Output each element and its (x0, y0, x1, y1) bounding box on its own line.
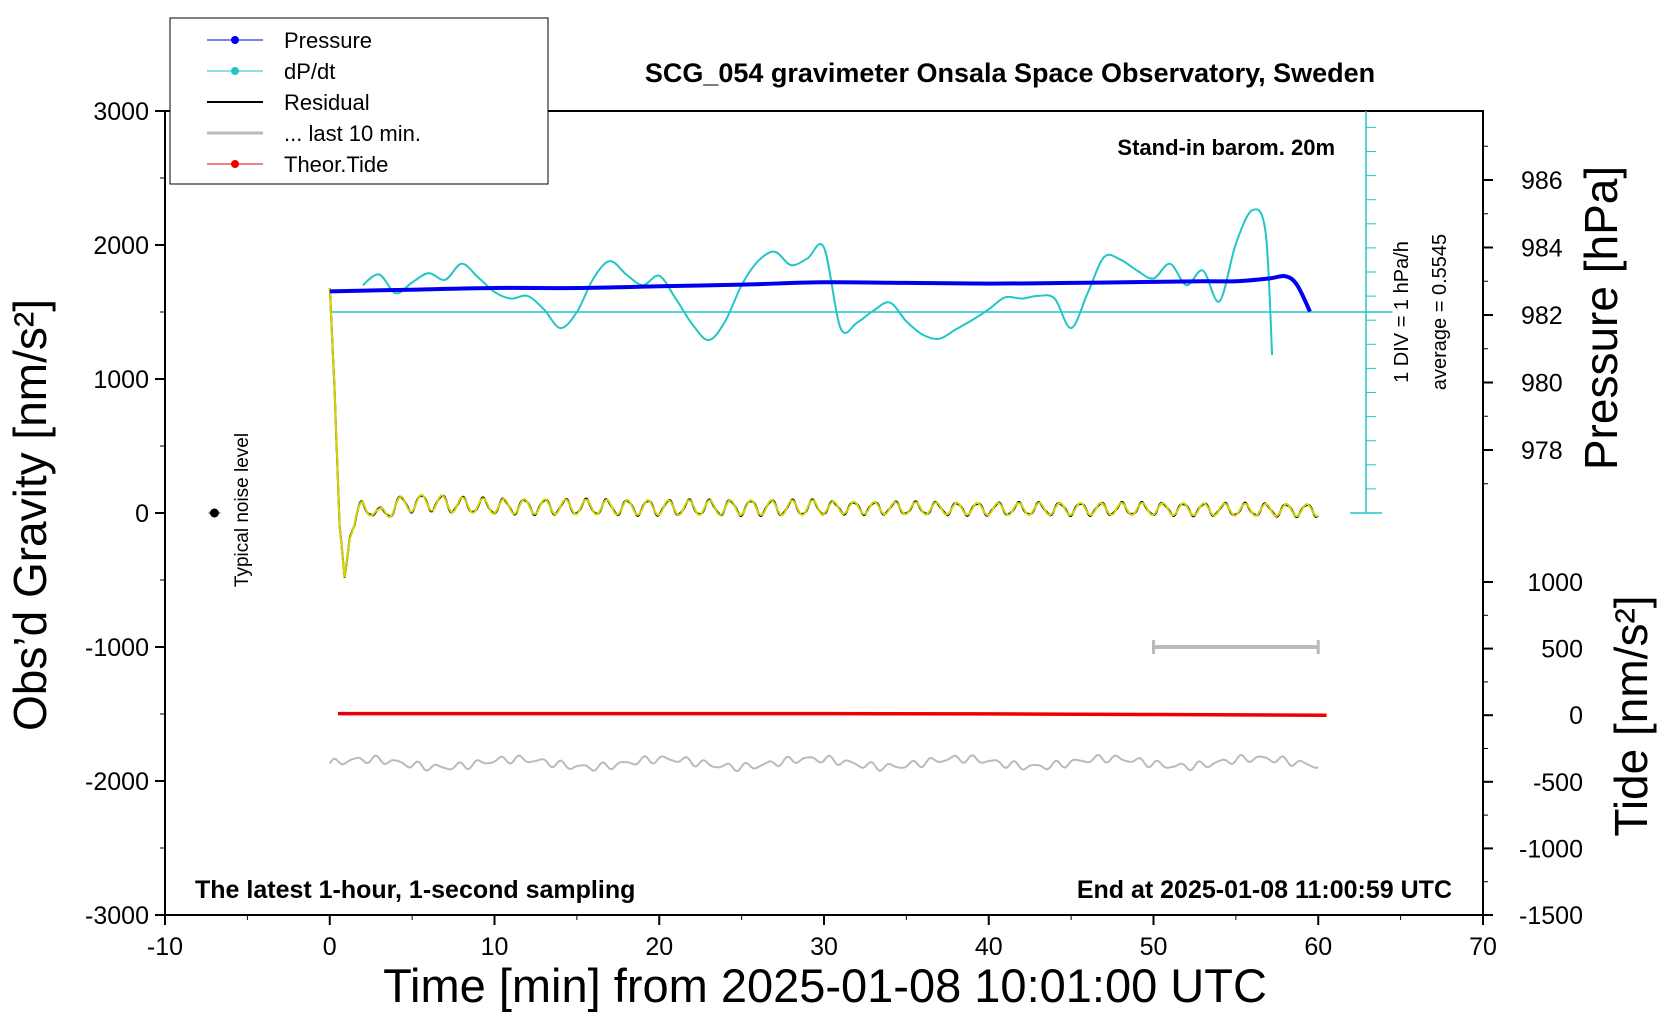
latest-label: The latest 1-hour, 1-second sampling (195, 876, 635, 904)
x-tick-label: 60 (1304, 933, 1332, 961)
x-tick-label: 50 (1140, 933, 1168, 961)
y-tick-label: 3000 (93, 98, 149, 126)
tide-tick-label: -1500 (1519, 902, 1583, 930)
y-tick-label: 0 (135, 500, 149, 528)
pressure-tick-label: 986 (1521, 167, 1563, 195)
pressure-tick-label: 982 (1521, 302, 1563, 330)
legend-dpdt-label: dP/dt (284, 59, 335, 84)
legend-last10-label: ... last 10 min. (284, 121, 421, 146)
noise-label: Typical noise level (232, 433, 253, 587)
y-axis-label-tide: Tide [nm/s²] (1605, 595, 1657, 836)
div-label: 1 DIV = 1 hPa/h (1391, 241, 1413, 383)
x-tick-label: 0 (323, 933, 337, 961)
ticks: -10 0 10 20 30 40 50 60 70 3000 2000 1000 0 -1000 -200… (85, 98, 1583, 961)
tide-tick-label: -500 (1533, 769, 1583, 797)
y-axis-label-pressure: Pressure [hPa] (1575, 166, 1627, 470)
legend-pressure-label: Pressure (284, 28, 372, 53)
average-label: average = 0.5545 (1429, 234, 1451, 390)
x-axis-label: Time [min] from 2025-01-08 10:01:00 UTC (383, 959, 1267, 1012)
x-tick-label: 30 (810, 933, 838, 961)
series (208, 111, 1393, 773)
y-tick-label: -2000 (85, 768, 149, 796)
stand-in-label: Stand-in barom. 20m (1117, 135, 1335, 160)
pressure-series (329, 273, 1312, 313)
pressure-tick-label: 980 (1521, 370, 1563, 398)
tide-tick-label: 0 (1569, 702, 1583, 730)
x-tick-label: -10 (147, 933, 183, 961)
x-tick-label: 40 (975, 933, 1003, 961)
tide-tick-label: 500 (1541, 636, 1583, 664)
legend-dpdt-marker (231, 67, 239, 75)
tide-tick-label: 1000 (1527, 569, 1583, 597)
y-tick-label: -1000 (85, 634, 149, 662)
residual-series (328, 287, 1319, 578)
residual-fit-series (328, 287, 1319, 578)
legend-residual-label: Residual (284, 90, 370, 115)
legend-pressure-marker (231, 36, 239, 44)
legend: Pressure dP/dt Residual ... last 10 min.… (169, 17, 549, 185)
chart-title: SCG_054 gravimeter Onsala Space Observat… (645, 58, 1375, 88)
legend-tide-label: Theor.Tide (284, 152, 388, 177)
y-tick-label: 1000 (93, 366, 149, 394)
y-tick-label: 2000 (93, 232, 149, 260)
pressure-tick-label: 984 (1521, 235, 1563, 263)
x-tick-label: 70 (1469, 933, 1497, 961)
end-at-label: End at 2025-01-08 11:00:59 UTC (1077, 876, 1452, 904)
pressure-tick-label: 978 (1521, 437, 1563, 465)
noise-marker (209, 508, 219, 518)
dpdt-series (362, 208, 1274, 355)
y-axis-label-left: Obs’d Gravity [nm/s²] (4, 299, 56, 731)
x-tick-label: 20 (645, 933, 673, 961)
tide-tick-label: -1000 (1519, 835, 1583, 863)
last10-series (328, 753, 1319, 773)
tide-series (338, 711, 1327, 717)
legend-tide-marker (231, 160, 239, 168)
y-tick-label: -3000 (85, 902, 149, 930)
x-tick-label: 10 (481, 933, 509, 961)
